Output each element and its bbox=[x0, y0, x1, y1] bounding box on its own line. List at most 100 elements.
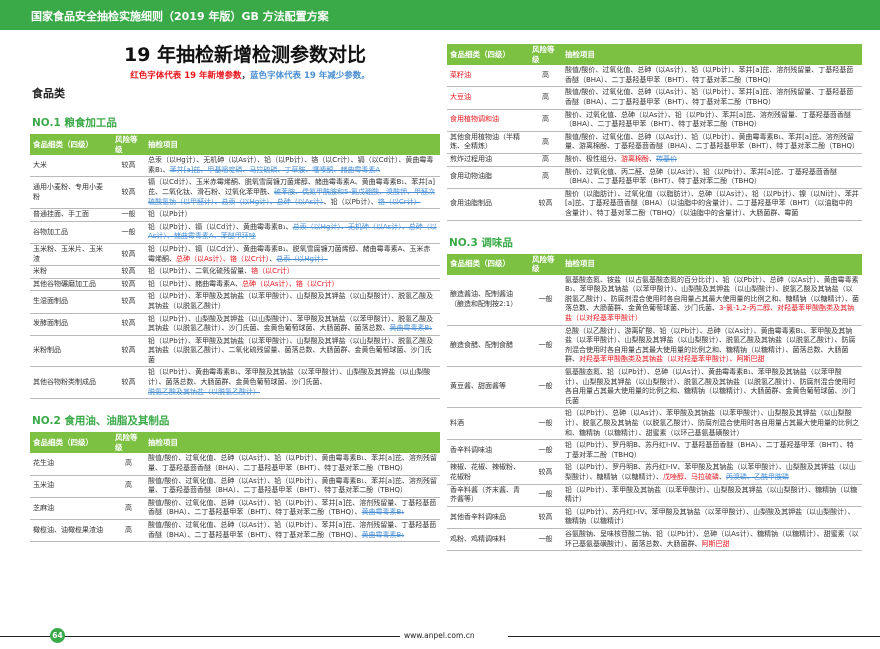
test-items: 酸值/酸价、过氧化值、总砷（以As计）、铅（以Pb计）、苯并[a]芘、溶剂残留量… bbox=[562, 65, 862, 88]
removed-item: 脱氢乙酸及其钠盐（以脱氢乙酸计） bbox=[148, 387, 260, 396]
table-row: 其他谷物碾磨加工品 较高 铅（以Pb计）、赭曲霉毒素A、总砷（以As计）、铬（以Cr… bbox=[30, 278, 440, 292]
risk-level: 较高 bbox=[112, 313, 145, 336]
table-row: 其他食用植物油（半精炼、全精炼）高酸值/酸价、过氧化值、总砷（以As计）、铅（以… bbox=[447, 131, 862, 154]
risk-level: 较高 bbox=[529, 461, 562, 485]
column-header: 风险等级 bbox=[112, 134, 145, 156]
test-items: 铅（以Pb计） bbox=[145, 208, 440, 222]
food-category: 花生油 bbox=[30, 453, 112, 476]
test-items: 铅（以Pb计）、罗丹明B、苏丹红I-IV、丁基羟基茴香醚（BHA）、二丁基羟基甲… bbox=[562, 439, 862, 463]
test-items: 铅（以Pb计）、镉（以Cd计）、黄曲霉毒素B₁、总汞（以Hg计）、无机砷（以As… bbox=[145, 221, 440, 244]
item-text: 酸值/酸价、过氧化值、总砷（以As计）、铅（以Pb计）、黄曲霉毒素B₁、苯并[a… bbox=[148, 454, 437, 473]
item-text: 总酸（以乙酸计）、游离矿酸、铅（以Pb计）、总砷（以As计）、黄曲霉毒素B₁、苯… bbox=[565, 326, 856, 364]
table-header-row: 食品细类（四级） 风险等级 抽检项目 bbox=[447, 44, 862, 66]
item-text: 镉（以Cd计）、玉米赤霉烯酮、脱氧雪腐镰刀菌烯醇、赭曲霉毒素A、黄曲霉毒素B₁、… bbox=[148, 178, 435, 196]
food-category: 米粉制品 bbox=[30, 335, 112, 368]
table-header-row: 食品细类（四级） 风险等级 抽检项目 bbox=[447, 253, 862, 275]
food-category: 其他谷物碾磨加工品 bbox=[30, 278, 112, 292]
item-text: 、 bbox=[649, 154, 656, 163]
test-items: 铅（以Pb计）、苯甲酸及其钠盐（以苯甲酸计）、山梨酸及其钾盐（以山梨酸计）、脱氢… bbox=[145, 335, 440, 368]
risk-level: 较高 bbox=[112, 176, 145, 210]
website-link[interactable]: www.anpel.com.cn bbox=[404, 631, 475, 640]
table-header-row: 食品细类（四级） 风险等级 抽检项目 bbox=[30, 134, 440, 156]
food-category: 发酵面制品 bbox=[30, 313, 112, 336]
risk-level: 一般 bbox=[529, 528, 562, 552]
item-text: 酸价、过氧化值、丙二醛、总砷（以As计）、铅（以Pb计）、苯并[a]芘、丁基羟基… bbox=[565, 167, 837, 186]
item-text: 铅（以Pb计）、罗丹明B、苏丹红I-IV、苯甲酸及其钠盐（以苯甲酸计）、山梨酸及… bbox=[565, 463, 856, 481]
inspection-table: 食品细类（四级） 风险等级 抽检项目 菜籽油高酸值/酸价、过氧化值、总砷（以As计）、… bbox=[447, 44, 862, 221]
item-text: 铅（以Pb计）、二氧化硫残留量、 bbox=[148, 267, 252, 276]
category-heading: 食品类 bbox=[32, 87, 65, 100]
left-tables: NO.1 粮食加工品 食品细类（四级） 风险等级 抽检项目 大米 较高 总汞（以Hg计）、无… bbox=[30, 115, 440, 543]
table-row: 玉米粉、玉米片、玉米渣 较高 铅（以Pb计）、镉（以Cd计）、黄曲霉毒素B₁、脱氧雪… bbox=[30, 243, 440, 267]
column-header: 抽检项目 bbox=[562, 253, 862, 275]
removed-item: 铬（以Cr计） bbox=[377, 197, 421, 206]
table-row: 香辛料酱（芥末酱、青芥酱等） 一般 铅（以Pb计）、苯甲酸及其钠盐（以苯甲酸计）、山… bbox=[447, 484, 862, 507]
table-row: 酿造酱油、配制酱油（酿造和配制按2:1） 一般 氨基酸态氮、铵盐（以占氨基酸态氮的百… bbox=[447, 274, 862, 326]
table-row: 米粉制品 较高 铅（以Pb计）、苯甲酸及其钠盐（以苯甲酸计）、山梨酸及其钾盐（以山梨… bbox=[30, 335, 440, 368]
column-header: 食品细类（四级） bbox=[30, 134, 112, 156]
added-item: 阿斯巴甜 bbox=[701, 539, 730, 548]
item-text: 铅（以Pb计）、苏丹红I-IV、苯甲酸及其钠盐（以苯甲酸计）、山梨酸及其钾盐（以… bbox=[565, 507, 855, 526]
food-category: 食用植物调和油 bbox=[447, 109, 529, 132]
risk-level: 高 bbox=[529, 65, 562, 88]
risk-level: 高 bbox=[529, 166, 562, 189]
test-items: 酸价（以脂肪计）、过氧化值（以脂肪计）、总砷（以As计）、铅（以Pb计）、镍（以… bbox=[562, 188, 862, 221]
legend-removed: 蓝色字体代表 19 年减少参数。 bbox=[250, 71, 370, 81]
food-category: 料酒 bbox=[447, 407, 529, 441]
added-item: 铬（以Cr计） bbox=[251, 267, 294, 276]
test-items: 铅（以Pb计）、罗丹明B、苏丹红I-IV、苯甲酸及其钠盐（以苯甲酸计）、山梨酸及… bbox=[562, 461, 862, 485]
column-header: 风险等级 bbox=[529, 253, 562, 275]
item-text: 铅（以Pb计）、黄曲霉毒素B₁、苯甲酸及其钠盐（以苯甲酸计）、山梨酸及其钾盐（以… bbox=[148, 368, 431, 387]
test-items: 铅（以Pb计）、赭曲霉毒素A、总砷（以As计）、铬（以Cr计） bbox=[145, 278, 440, 292]
table-row: 芝麻油高酸值/酸价、过氧化值、总砷（以As计）、铅（以Pb计）、苯并[a]芘、溶… bbox=[30, 497, 440, 521]
inspection-table: 食品细类（四级） 风险等级 抽检项目 酿造酱油、配制酱油（酿造和配制按2:1） 一般 氨基… bbox=[447, 253, 862, 552]
risk-level: 较高 bbox=[529, 506, 562, 529]
risk-level: 高 bbox=[112, 453, 145, 476]
test-items: 铅（以Pb计）、山梨酸及其钾盐（以山梨酸计）、苯甲酸及其钠盐（以苯甲酸计）、脱氢… bbox=[145, 313, 440, 336]
food-category: 生湿面制品 bbox=[30, 290, 112, 314]
added-item: 对羟基苯甲酸酯类及其钠盐（以对羟基苯甲酸计）、阿斯巴甜 bbox=[579, 355, 765, 364]
item-text: 、铅（以Pb计）、 bbox=[323, 197, 378, 206]
inspection-table: 食品细类（四级） 风险等级 抽检项目 大米 较高 总汞（以Hg计）、无机砷（以As计）、铅… bbox=[30, 134, 440, 400]
added-item: 戊唑醇、马拉硫磷 bbox=[663, 472, 719, 481]
risk-level: 较高 bbox=[112, 366, 145, 400]
added-item: 总砷（以As计）、铬（以Cr计） bbox=[176, 254, 270, 263]
table-row: 食用动物油脂高酸价、过氧化值、丙二醛、总砷（以As计）、铅（以Pb计）、苯并[a… bbox=[447, 166, 862, 189]
test-items: 镉（以Cd计）、玉米赤霉烯酮、脱氧雪腐镰刀菌烯醇、赭曲霉毒素A、黄曲霉毒素B₁、… bbox=[145, 176, 440, 210]
food-category: 橄榄油、油橄榄果渣油 bbox=[30, 519, 112, 543]
legend-added: 红色字体代表 19 年新增参数 bbox=[130, 71, 242, 81]
item-text: 铅（以Pb计）、赭曲霉毒素A、 bbox=[148, 279, 242, 288]
table-row: 食用植物调和油高酸价、过氧化值、总砷（以As计）、铅（以Pb计）、苯并[a]芘、… bbox=[447, 109, 862, 132]
risk-level: 高 bbox=[529, 131, 562, 154]
item-text: 铅（以Pb计）、镉（以Cd计）、黄曲霉毒素B₁、 bbox=[148, 222, 293, 231]
test-items: 氨基酸态氮、铅（以Pb计）、总砷（以As计）、黄曲霉毒素B₁、苯甲酸及其钠盐（以… bbox=[562, 366, 862, 409]
food-category: 大豆油 bbox=[447, 86, 529, 110]
risk-level: 较高 bbox=[112, 243, 145, 267]
risk-level: 较高 bbox=[112, 278, 145, 292]
risk-level: 较高 bbox=[112, 290, 145, 314]
table-row: 菜籽油高酸值/酸价、过氧化值、总砷（以As计）、铅（以Pb计）、苯并[a]芘、溶… bbox=[447, 65, 862, 88]
removed-item: 羰基价 bbox=[656, 154, 677, 163]
page-number: 64 bbox=[50, 628, 65, 643]
test-items: 酸值/酸价、过氧化值、总砷（以As计）、铅（以Pb计）、苯并[a]芘、溶剂残留量… bbox=[145, 519, 440, 543]
table-row: 橄榄油、油橄榄果渣油高酸值/酸价、过氧化值、总砷（以As计）、铅（以Pb计）、苯… bbox=[30, 519, 440, 543]
column-header: 抽检项目 bbox=[145, 134, 440, 156]
test-items: 谷氨酸钠、呈味核苷酸二钠、铅（以Pb计）、总砷（以As计）、糖精钠（以糖精计）、… bbox=[562, 528, 862, 552]
inspection-table: 食品细类（四级） 风险等级 抽检项目 花生油高酸值/酸价、过氧化值、总砷（以As计）、… bbox=[30, 432, 440, 543]
risk-level: 高 bbox=[112, 497, 145, 521]
item-text: 酸价（以脂肪计）、过氧化值（以脂肪计）、总砷（以As计）、铅（以Pb计）、镍（以… bbox=[565, 189, 859, 217]
risk-level: 一般 bbox=[529, 366, 562, 409]
item-text: 铅（以Pb计）、苯甲酸及其钠盐（以苯甲酸计）、山梨酸及其钾盐（以山梨酸计）、脱氢… bbox=[148, 292, 434, 310]
test-items: 酸价、过氧化值、丙二醛、总砷（以As计）、铅（以Pb计）、苯并[a]芘、丁基羟基… bbox=[562, 166, 862, 189]
test-items: 酸值/酸价、过氧化值、总砷（以As计）、铅（以Pb计）、苯并[a]芘、溶剂残留量… bbox=[145, 497, 440, 521]
section-title: NO.2 食用油、油脂及其制品 bbox=[32, 415, 170, 428]
risk-level: 一般 bbox=[112, 208, 145, 222]
footer-rule-left bbox=[0, 636, 400, 637]
left-column: 19 年抽检新增检测参数对比 红色字体代表 19 年新增参数，蓝色字体代表 19… bbox=[30, 40, 440, 543]
item-text: 酸价、过氧化值、总砷（以As计）、铅（以Pb计）、苯并[a]芘、溶剂残留量、丁基… bbox=[565, 110, 851, 129]
table-row: 黄豆酱、甜面酱等 一般 氨基酸态氮、铅（以Pb计）、总砷（以As计）、黄曲霉毒素B₁… bbox=[447, 366, 862, 409]
risk-level: 高 bbox=[529, 86, 562, 110]
risk-level: 高 bbox=[112, 519, 145, 543]
table-row: 通用小麦粉、专用小麦粉 较高 镉（以Cd计）、玉米赤霉烯酮、脱氧雪腐镰刀菌烯醇、赭曲… bbox=[30, 176, 440, 210]
item-text: 氨基酸态氮、铅（以Pb计）、总砷（以As计）、黄曲霉毒素B₁、苯甲酸及其钠盐（以… bbox=[565, 368, 856, 405]
